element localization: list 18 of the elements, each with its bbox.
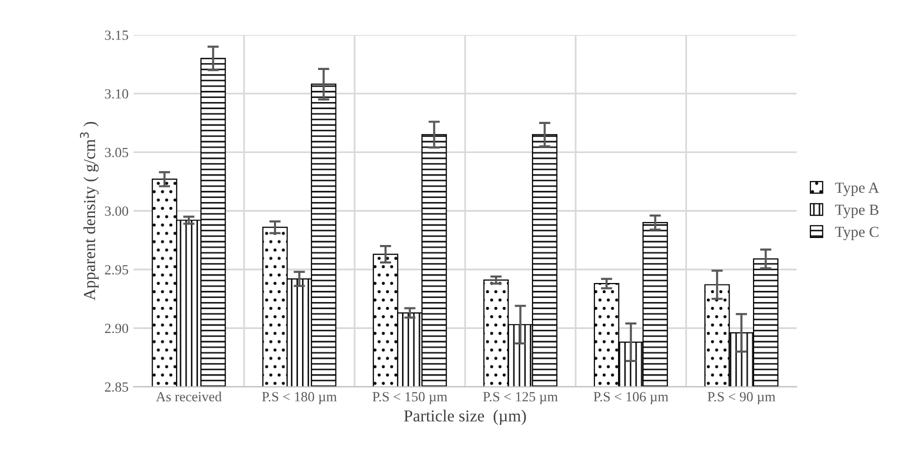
y-tick-label: 2.90 bbox=[104, 324, 128, 334]
y-tick-label: 2.95 bbox=[104, 265, 128, 275]
y-tick-label: 3.15 bbox=[105, 30, 128, 40]
y-tick-label: 3.10 bbox=[105, 89, 128, 99]
x-tick-label: As received bbox=[156, 392, 222, 402]
x-tick-label: P.S < 180 µm bbox=[262, 392, 337, 404]
y-axis-title: Apparent density ( g/cm$^{3}$ ) bbox=[80, 122, 99, 300]
y-tick-label: 2.85 bbox=[104, 382, 128, 392]
legend-label: Type C bbox=[835, 226, 878, 240]
x-tick-label: P.S < 150 µm bbox=[372, 392, 448, 404]
x-tick-label: P.S < 90 µm bbox=[708, 392, 776, 404]
legend-label: Type A bbox=[835, 182, 880, 196]
x-axis-title: Particle size (µm) bbox=[404, 410, 526, 425]
legend-label: Type B bbox=[835, 204, 878, 218]
y-tick-label: 3.05 bbox=[105, 148, 128, 158]
x-tick-label: P.S < 106 µm bbox=[594, 392, 668, 404]
x-tick-label: P.S < 125 µm bbox=[483, 392, 558, 404]
y-tick-label: 3.00 bbox=[105, 206, 128, 216]
